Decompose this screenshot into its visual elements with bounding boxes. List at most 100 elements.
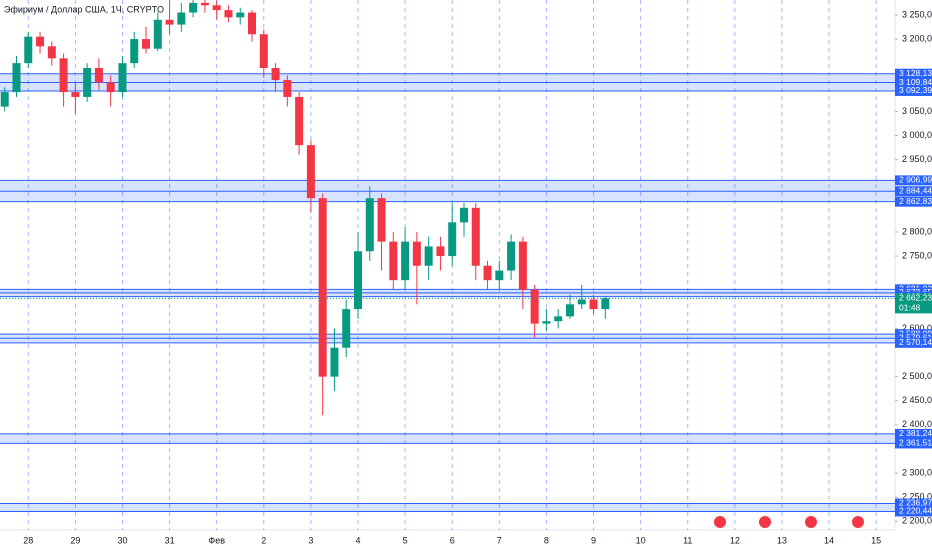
y-tick-label: 2 600,00 — [902, 323, 932, 333]
level-label: 2 862,83 — [899, 196, 932, 206]
candle-body — [236, 12, 245, 18]
countdown: 01:48 — [899, 303, 921, 313]
zone-band — [0, 433, 895, 444]
candle-body — [153, 19, 162, 49]
candle-body — [354, 251, 362, 310]
level-label-box — [895, 506, 932, 517]
candle-body — [530, 289, 539, 324]
x-tick-label: Фев — [208, 535, 225, 545]
level-label-box — [895, 438, 932, 449]
candle-body — [200, 2, 209, 6]
y-tick-label: 2 500,00 — [902, 371, 932, 381]
x-tick-label: 28 — [23, 535, 33, 545]
level-label-box — [895, 175, 932, 186]
x-tick-label: 5 — [403, 535, 408, 545]
candle-body — [283, 80, 292, 97]
candle-body — [448, 222, 457, 257]
candle-body — [436, 246, 445, 257]
candle-body — [212, 5, 221, 11]
x-tick-label: 11 — [683, 535, 692, 545]
candle-body — [118, 63, 127, 93]
level-label: 2 570,14 — [899, 337, 932, 347]
y-tick-label: 2 200,00 — [902, 516, 932, 526]
y-tick-label: 3 050,00 — [902, 106, 932, 116]
candle-body — [71, 92, 80, 97]
event-flag[interactable] — [805, 516, 817, 528]
candle-body — [330, 347, 339, 377]
x-tick-label: 10 — [636, 535, 646, 545]
level-label: 3 128,13 — [899, 68, 932, 78]
y-tick-label: 3 250,00 — [902, 9, 932, 19]
candle-body — [0, 92, 9, 107]
level-label: 2 579,61 — [899, 332, 932, 342]
event-flag[interactable] — [759, 516, 771, 528]
candle-body — [130, 39, 139, 64]
candle-body — [24, 36, 33, 64]
y-tick-label: 2 950,00 — [902, 154, 932, 164]
level-label: 3 109,84 — [899, 77, 932, 87]
candle-body — [271, 67, 280, 81]
candle-body — [94, 67, 103, 83]
candle-body — [401, 241, 410, 281]
x-tick-label: 2 — [261, 535, 266, 545]
x-tick-label: 30 — [117, 535, 127, 545]
y-tick-label: 2 400,00 — [902, 419, 932, 429]
y-tick-label: 2 750,00 — [902, 250, 932, 260]
last-price-label: 2 662,23 — [899, 293, 932, 303]
candle-body — [318, 198, 327, 377]
candle-body — [565, 304, 574, 317]
x-tick-label: 15 — [871, 535, 881, 545]
level-label-box — [895, 428, 932, 439]
x-tick-label: 29 — [70, 535, 80, 545]
y-tick-label: 2 800,00 — [902, 226, 932, 236]
level-label-box — [895, 68, 932, 79]
event-flag[interactable] — [852, 516, 864, 528]
x-tick-label: 14 — [824, 535, 834, 545]
x-tick-label: 7 — [497, 535, 502, 545]
candle-body — [542, 321, 551, 324]
level-label: 2 381,24 — [899, 428, 932, 438]
level-label: 2 361,51 — [899, 438, 932, 448]
event-flag[interactable] — [714, 516, 726, 528]
candle-body — [577, 299, 586, 305]
chart-title: Эфириум / Доллар США, 1Ч, CRYPTO — [4, 4, 164, 14]
candle-body — [177, 12, 186, 25]
candle-body — [47, 46, 56, 59]
candle-body — [471, 207, 480, 266]
candle-body — [601, 298, 610, 310]
candle-body — [424, 246, 433, 266]
level-label-box — [895, 196, 932, 207]
candle-body — [518, 241, 527, 290]
candle-body — [36, 36, 45, 47]
y-tick-label: 2 250,00 — [902, 492, 932, 502]
candle-body — [412, 241, 421, 266]
candle-body — [495, 270, 504, 281]
candle-body — [142, 39, 151, 49]
level-label-box — [895, 85, 932, 96]
x-tick-label: 9 — [591, 535, 596, 545]
level-label-box — [895, 77, 932, 88]
candle-body — [59, 58, 68, 93]
candle-body — [295, 96, 304, 146]
last-price-box — [895, 293, 932, 314]
candle-body — [342, 309, 351, 348]
x-tick-label: 4 — [355, 535, 360, 545]
x-tick-label: 13 — [777, 535, 787, 545]
level-label-box — [895, 337, 932, 348]
level-label-box — [895, 498, 932, 509]
level-label: 2 236,97 — [899, 498, 932, 508]
zone-band — [0, 503, 895, 512]
candle-body — [459, 207, 468, 223]
candle-body — [365, 198, 374, 252]
candle-body — [106, 82, 115, 93]
level-label: 2 906,99 — [899, 175, 932, 185]
event-flags — [714, 516, 864, 528]
candle-body — [165, 19, 174, 25]
candle-body — [224, 10, 233, 18]
level-label: 2 884,44 — [899, 185, 932, 195]
candle-body — [507, 241, 516, 271]
x-tick-label: 8 — [544, 535, 549, 545]
y-tick-label: 2 450,00 — [902, 395, 932, 405]
